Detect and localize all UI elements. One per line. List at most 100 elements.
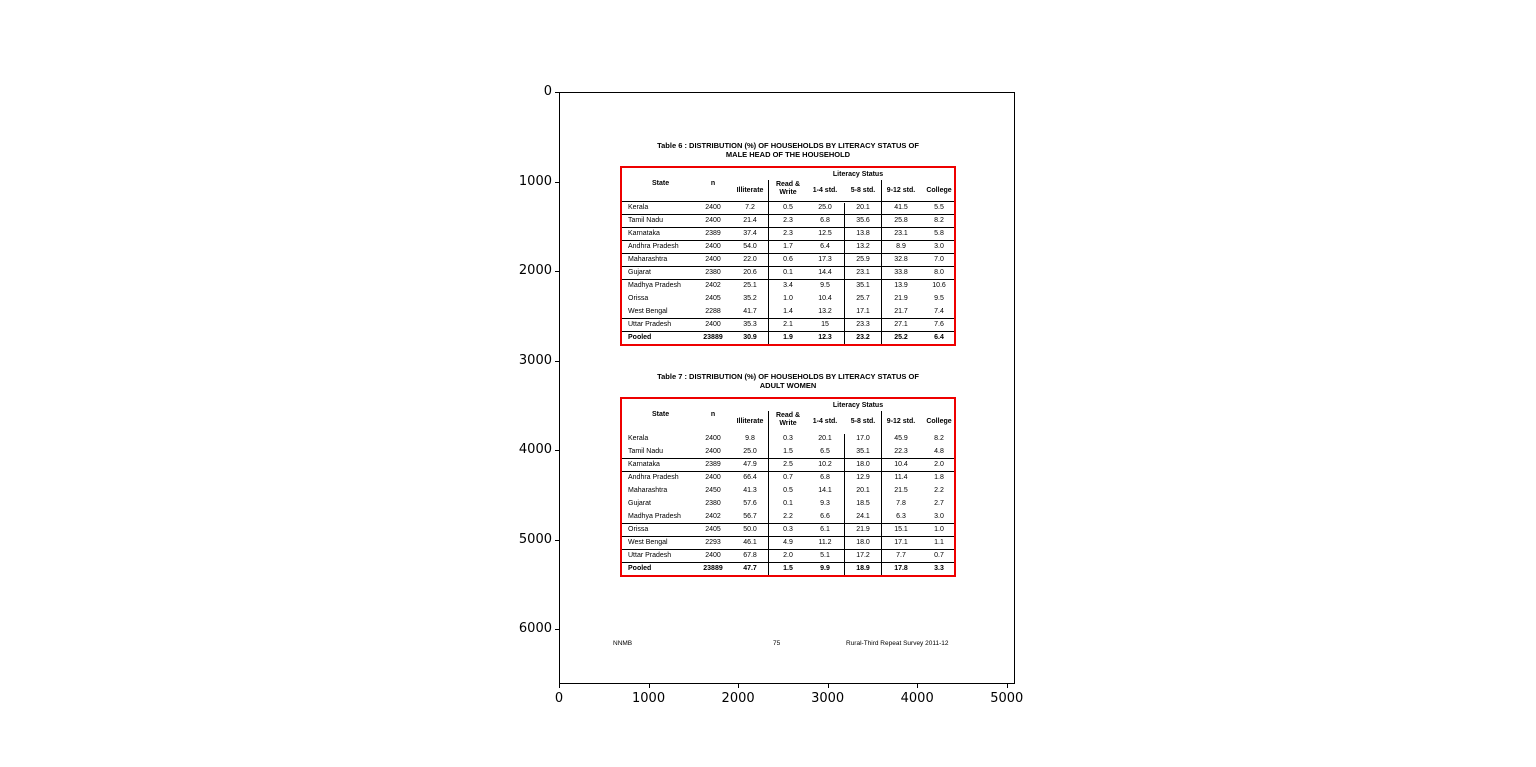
row-value: 54.0 [743, 243, 757, 250]
row-value: 2.1 [783, 321, 793, 328]
x-tick-label: 0 [554, 691, 564, 706]
table7-highlight-box: Literacy Status State n Illiterate Read & Wr… [620, 397, 956, 577]
row-state: Uttar Pradesh [628, 552, 672, 559]
row-state: Madhya Pradesh [628, 513, 681, 520]
row-value: 2.3 [783, 217, 793, 224]
row-value: 17.0 [856, 435, 870, 442]
column-header: State [652, 411, 670, 418]
row-value: 14.4 [818, 269, 832, 276]
row-value: 0.7 [783, 474, 793, 481]
row-value: 14.1 [818, 487, 832, 494]
row-value: 27.1 [894, 321, 908, 328]
row-value: 11.4 [894, 474, 908, 481]
y-tick-label: 1000 [518, 173, 552, 189]
row-value: 8.0 [934, 269, 944, 276]
row-value: 24.1 [856, 513, 870, 520]
row-divider [622, 266, 954, 267]
row-value: 25.0 [743, 448, 757, 455]
row-value: 0.1 [783, 500, 793, 507]
row-value: 0.3 [783, 526, 793, 533]
y-tick-mark [555, 539, 559, 541]
column-header: n [710, 411, 716, 418]
column-header: 1-4 std. [812, 418, 838, 425]
row-value: 1.5 [783, 448, 793, 455]
row-value: 2400 [705, 474, 721, 481]
row-value: 25.0 [818, 204, 832, 211]
row-divider [622, 471, 954, 472]
row-value: 47.7 [743, 565, 757, 572]
row-value: 41.7 [743, 308, 757, 315]
column-header: College [926, 418, 952, 425]
row-value: 35.2 [743, 295, 757, 302]
row-divider [622, 562, 954, 563]
row-value: 23.3 [856, 321, 870, 328]
row-value: 8.9 [896, 243, 906, 250]
row-divider [622, 458, 954, 459]
row-value: 25.9 [856, 256, 870, 263]
row-value: 3.0 [934, 513, 944, 520]
column-header: State [652, 180, 670, 187]
row-value: 35.6 [856, 217, 870, 224]
row-value: 50.0 [743, 526, 757, 533]
row-value: 10.4 [818, 295, 832, 302]
row-value: 2.2 [783, 513, 793, 520]
row-value: 2400 [705, 321, 721, 328]
row-divider [622, 523, 954, 524]
row-value: 41.3 [743, 487, 757, 494]
row-value: 8.2 [934, 435, 944, 442]
row-value: 17.2 [856, 552, 870, 559]
row-state: Maharashtra [628, 487, 668, 494]
row-value: 67.8 [743, 552, 757, 559]
table6-title-line1: Table 6 : DISTRIBUTION (%) OF HOUSEHOLDS… [657, 141, 919, 150]
column-header: 5-8 std. [850, 418, 876, 425]
table7-title: Table 7 : DISTRIBUTION (%) OF HOUSEHOLDS… [620, 372, 956, 390]
row-value: 37.4 [743, 230, 757, 237]
row-value: 13.2 [818, 308, 832, 315]
row-value: 20.6 [743, 269, 757, 276]
row-value: 15 [821, 321, 829, 328]
row-value: 7.0 [934, 256, 944, 263]
row-divider [622, 318, 954, 319]
row-value: 7.7 [896, 552, 906, 559]
row-value: 22.3 [894, 448, 908, 455]
plot-axes [559, 92, 1015, 684]
row-state: Madhya Pradesh [628, 282, 681, 289]
row-value: 33.8 [894, 269, 908, 276]
row-divider [622, 549, 954, 550]
row-value: 21.5 [894, 487, 908, 494]
row-value: 10.2 [818, 461, 832, 468]
column-divider [768, 180, 769, 344]
footer-left: NNMB [613, 640, 633, 647]
row-state: Orissa [628, 295, 649, 302]
row-value: 46.1 [743, 539, 757, 546]
column-header: Illiterate [736, 187, 764, 194]
row-value: 23.1 [856, 269, 870, 276]
row-state: Gujarat [628, 269, 651, 276]
row-value: 11.2 [818, 539, 832, 546]
row-state: West Bengal [628, 308, 668, 315]
y-tick-mark [555, 181, 559, 183]
row-value: 9.3 [820, 500, 830, 507]
row-value: 1.0 [783, 295, 793, 302]
y-tick-mark [555, 92, 559, 93]
table7-title-line2: ADULT WOMEN [759, 381, 817, 390]
row-value: 47.9 [743, 461, 757, 468]
row-value: 7.8 [896, 500, 906, 507]
row-value: 7.6 [934, 321, 944, 328]
column-divider [881, 411, 882, 575]
row-state: Tamil Nadu [628, 217, 664, 224]
row-value: 18.0 [856, 461, 870, 468]
x-tick-label: 4000 [900, 691, 934, 706]
row-state: Orissa [628, 526, 649, 533]
row-value: 1.5 [783, 565, 793, 572]
row-value: 7.4 [934, 308, 944, 315]
row-value: 20.1 [856, 487, 870, 494]
row-state: Kerala [628, 435, 649, 442]
row-value: 2380 [705, 269, 721, 276]
row-value: 2400 [705, 217, 721, 224]
row-value: 6.3 [896, 513, 906, 520]
column-header: Illiterate [736, 418, 764, 425]
row-value: 6.5 [820, 448, 830, 455]
row-state: Andhra Pradesh [628, 243, 679, 250]
row-value: 1.4 [783, 308, 793, 315]
